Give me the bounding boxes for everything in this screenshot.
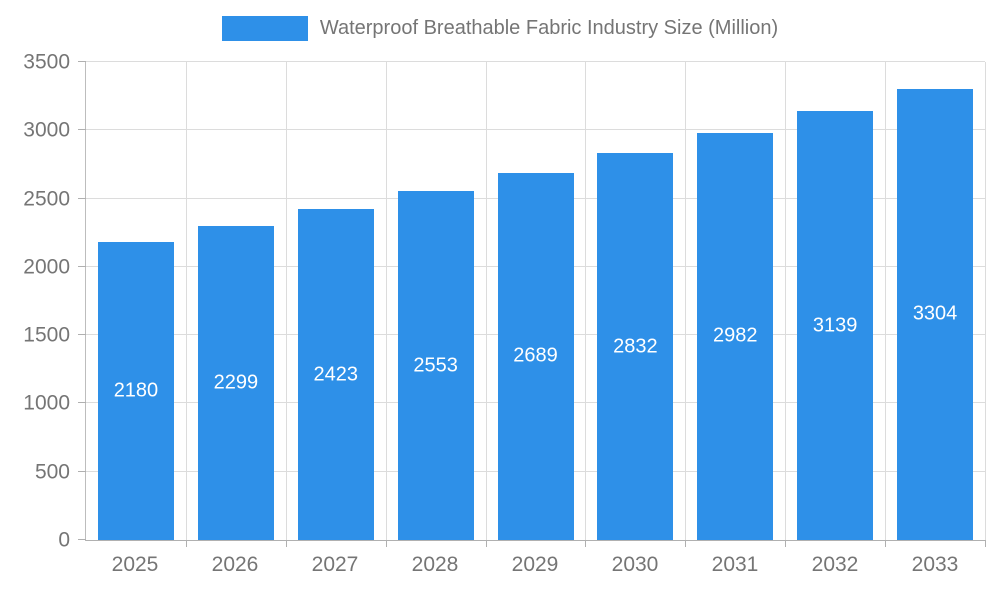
y-axis-tick xyxy=(78,402,86,404)
bar-value-label: 3139 xyxy=(812,314,858,337)
bar-value-label: 2982 xyxy=(713,324,758,347)
x-axis-tick xyxy=(585,540,587,547)
gridline-vertical xyxy=(285,62,287,540)
bar-value-label: 2299 xyxy=(213,371,259,394)
bar-value-label: 2553 xyxy=(413,354,458,377)
gridline-vertical xyxy=(385,62,387,540)
x-axis-label: 2028 xyxy=(411,553,459,576)
bar-cell: 2423 xyxy=(286,62,386,540)
bar: 2689 xyxy=(497,172,574,540)
gridline-vertical xyxy=(885,62,887,540)
x-axis-label: 2033 xyxy=(911,553,959,576)
bar-value-label: 3304 xyxy=(912,302,958,325)
x-axis-label: 2031 xyxy=(711,553,759,576)
x-axis-tick xyxy=(385,540,387,547)
gridline-horizontal xyxy=(86,61,985,62)
bar-cell: 3304 xyxy=(885,62,985,540)
y-axis-tick xyxy=(78,265,86,267)
gridline-vertical xyxy=(685,62,687,540)
x-axis-tick xyxy=(785,540,787,547)
x-axis-tick xyxy=(685,540,687,547)
bar-value-label: 2423 xyxy=(313,363,358,386)
gridline-vertical xyxy=(185,62,187,540)
bar-cell: 2180 xyxy=(86,62,186,540)
x-axis-tick xyxy=(885,540,887,547)
gridline-vertical xyxy=(985,62,986,540)
y-axis-label: 1000 xyxy=(23,391,70,415)
bar-value-label: 2689 xyxy=(513,344,558,367)
bar-cell: 2689 xyxy=(486,62,586,540)
x-axis-labels: 2025 2026 2027 2028 2029 2030 2031 2032 2033 xyxy=(85,553,985,577)
y-axis-tick xyxy=(78,129,86,131)
y-axis-tick xyxy=(78,539,86,540)
bar-cell: 2832 xyxy=(585,62,685,540)
bar-cell: 2982 xyxy=(685,62,785,540)
gridline-horizontal xyxy=(86,129,985,131)
y-axis-label: 500 xyxy=(34,460,70,484)
y-axis-tick xyxy=(78,470,86,472)
legend: Waterproof Breathable Fabric Industry Si… xyxy=(0,16,1000,41)
x-axis-label: 2030 xyxy=(611,553,659,576)
bar-value-label: 2180 xyxy=(113,379,159,402)
x-axis-tick xyxy=(185,540,187,547)
bar: 2553 xyxy=(397,191,474,540)
y-axis-label: 1500 xyxy=(23,323,70,347)
plot-area: 2180 2299 2423 2553 2689 2832 2982 3139 3304 0 50… xyxy=(23,52,986,551)
bar: 2180 xyxy=(97,242,174,540)
bar: 2832 xyxy=(597,153,674,540)
bar: 2423 xyxy=(297,209,374,540)
bar-value-label: 2832 xyxy=(613,335,658,358)
bar-cell: 3139 xyxy=(785,62,885,540)
x-axis-tick xyxy=(285,540,287,547)
x-axis-label: 2029 xyxy=(511,553,559,576)
y-axis-label: 2500 xyxy=(23,187,70,211)
legend-title: Waterproof Breathable Fabric Industry Si… xyxy=(319,17,779,39)
bars-container: 2180 2299 2423 2553 2689 2832 2982 3139 3304 xyxy=(86,62,985,540)
x-axis-label: 2027 xyxy=(311,553,359,576)
y-axis-tick xyxy=(78,197,86,199)
y-axis-label: 2000 xyxy=(23,255,70,279)
x-axis-tick xyxy=(985,540,986,547)
x-axis-label: 2026 xyxy=(211,553,259,576)
legend-swatch xyxy=(221,16,308,41)
y-axis-tick xyxy=(78,61,86,62)
y-axis-label: 3500 xyxy=(23,50,70,74)
gridline-vertical xyxy=(585,62,587,540)
y-axis-label: 3000 xyxy=(23,118,70,142)
bar-cell: 2299 xyxy=(186,62,286,540)
bar: 3139 xyxy=(797,111,874,540)
x-axis-tick xyxy=(485,540,487,547)
bar: 3304 xyxy=(897,88,974,540)
y-axis-tick xyxy=(78,334,86,336)
bar: 2299 xyxy=(197,226,274,540)
bar: 2982 xyxy=(697,132,774,540)
gridline-vertical xyxy=(485,62,487,540)
bar-cell: 2553 xyxy=(386,62,486,540)
gridline-vertical xyxy=(785,62,787,540)
y-axis-label: 0 xyxy=(58,528,70,552)
x-axis-label: 2032 xyxy=(811,553,859,576)
x-axis-label: 2025 xyxy=(111,553,159,576)
